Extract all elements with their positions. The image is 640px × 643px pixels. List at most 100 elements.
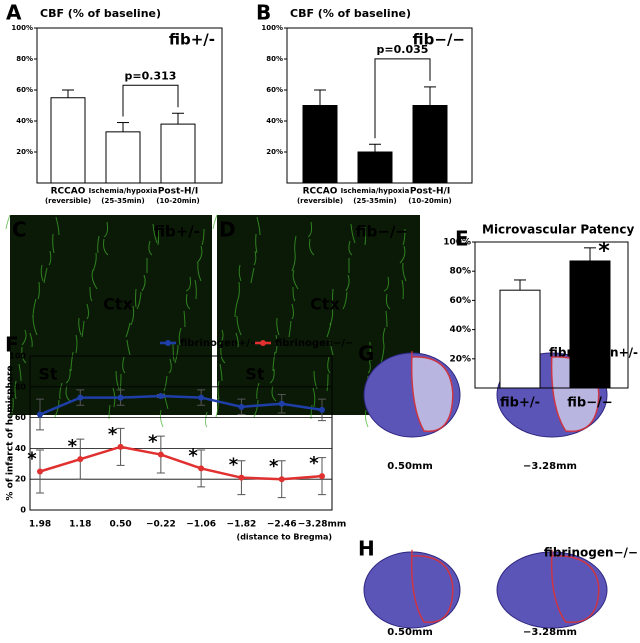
- vessel: [136, 291, 142, 310]
- vessel: [292, 269, 299, 290]
- vessel: [185, 293, 191, 310]
- vessel: [313, 370, 318, 390]
- vessel: [163, 375, 168, 392]
- vessel: [253, 250, 257, 266]
- x-tick-label: −3.28mm: [298, 520, 347, 530]
- legend-marker: [260, 340, 266, 346]
- vessel: [350, 223, 356, 244]
- chart-title: Microvascular Patency: [482, 223, 634, 237]
- point: [77, 456, 84, 463]
- panel-letter: F: [5, 333, 19, 357]
- x-tick-note: (10-20min): [408, 197, 451, 205]
- y-tick-label: 80%: [449, 267, 471, 277]
- y-axis-label: % of infarct of hemisphere: [6, 365, 16, 500]
- image-label: 0.50mm: [387, 627, 433, 638]
- vessel: [364, 409, 369, 428]
- vessel: [141, 274, 146, 292]
- bar: [302, 105, 338, 184]
- vessel: [103, 221, 109, 238]
- vessel: [291, 252, 296, 272]
- legend-marker: [165, 340, 171, 346]
- significance-bracket: [122, 84, 179, 117]
- y-tick-label: 60%: [16, 86, 33, 94]
- vessel: [115, 370, 120, 390]
- x-tick-note: (reversible): [297, 197, 343, 205]
- vessel: [220, 346, 226, 364]
- vessel: [59, 382, 63, 400]
- vessel: [89, 286, 93, 302]
- x-tick-label: 1.18: [69, 520, 91, 530]
- x-tick-label: Post-H/I: [158, 187, 198, 197]
- point: [319, 406, 325, 413]
- panel-letter: C: [12, 218, 27, 242]
- vessel: [196, 245, 203, 264]
- vessel: [253, 399, 259, 418]
- x-tick-label: 0.50: [109, 520, 131, 530]
- vessel: [75, 334, 78, 354]
- vessel: [329, 305, 334, 326]
- panel-letter: D: [219, 218, 236, 242]
- vessel: [309, 238, 315, 256]
- series-line: [39, 445, 323, 481]
- vessel: [364, 226, 366, 246]
- point: [157, 451, 164, 458]
- point: [238, 403, 245, 410]
- image-label: St: [245, 365, 265, 384]
- y-tick-label: 80%: [16, 55, 33, 63]
- vessel: [292, 286, 296, 302]
- vessel: [37, 281, 40, 300]
- vessel: [345, 274, 350, 292]
- chart-title: CBF (% of baseline): [290, 7, 411, 20]
- vessel: [219, 363, 223, 382]
- vessel: [97, 235, 100, 254]
- vessel: [288, 320, 292, 338]
- bar: [412, 105, 448, 184]
- vessel: [369, 341, 372, 362]
- significance-mark: *: [148, 432, 158, 453]
- y-tick-label: 60: [15, 413, 27, 422]
- vessel: [185, 276, 191, 292]
- vessel: [159, 409, 164, 428]
- y-tick-label: 20%: [16, 148, 33, 156]
- vessel: [205, 411, 208, 428]
- vessel: [194, 279, 197, 300]
- vessel: [401, 279, 404, 300]
- vessel: [21, 346, 27, 364]
- vessel: [86, 303, 89, 320]
- bar: [357, 151, 393, 184]
- vessel: [348, 240, 353, 256]
- vessel: [78, 317, 82, 336]
- vessel: [342, 291, 348, 310]
- y-tick-label: 20%: [449, 354, 471, 364]
- infarct-outline: [550, 549, 600, 624]
- x-axis-label: (distance to Bregma): [237, 533, 332, 542]
- vessel: [399, 245, 406, 264]
- vessel: [215, 397, 219, 418]
- significance-mark: *: [269, 456, 279, 477]
- panel-letter: E: [455, 227, 469, 251]
- bar: [50, 97, 86, 184]
- significance-mark: *: [68, 436, 78, 457]
- y-tick-label: 20%: [266, 148, 283, 156]
- vessel: [237, 281, 240, 300]
- x-tick-label: fib+/-: [500, 396, 540, 411]
- vessel: [312, 387, 316, 408]
- point: [278, 476, 285, 483]
- vessel: [236, 315, 242, 336]
- point: [117, 394, 124, 401]
- point: [198, 465, 205, 472]
- x-tick-label: −1.82: [227, 520, 257, 530]
- significance-bracket: [374, 58, 431, 139]
- y-tick-label: 40%: [16, 117, 33, 125]
- image-label: fib−/−: [356, 223, 408, 241]
- y-tick-label: 60%: [266, 86, 283, 94]
- point: [238, 474, 245, 481]
- vessel: [275, 334, 278, 354]
- image-label: 0.50mm: [387, 461, 433, 472]
- image-label: −3.28mm: [523, 627, 577, 638]
- y-tick-label: 100: [9, 352, 26, 361]
- image-label: Ctx: [310, 295, 340, 314]
- vessel: [52, 233, 55, 254]
- vessel: [81, 320, 85, 338]
